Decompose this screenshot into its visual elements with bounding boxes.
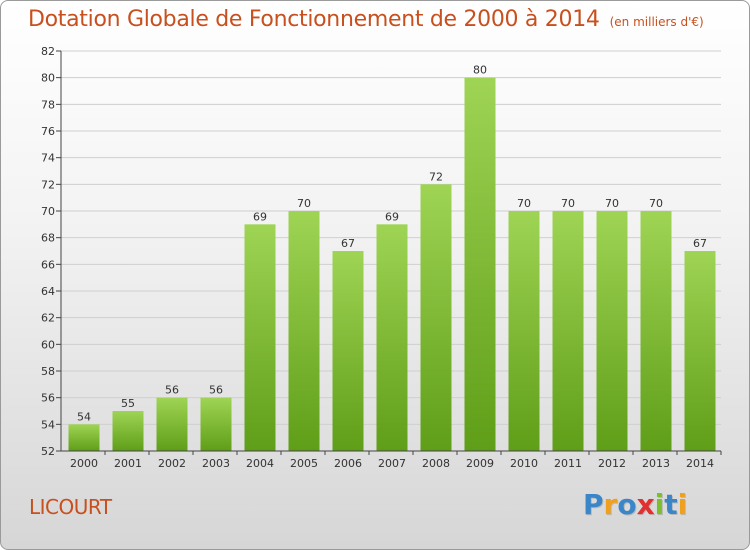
bar-value-label: 80 [473,64,487,77]
bar-value-label: 67 [341,237,355,250]
y-tick-label: 54 [41,418,55,431]
y-tick-label: 72 [41,178,55,191]
y-tick-label: 66 [41,258,55,271]
x-tick-label: 2009 [466,457,494,470]
bar [332,251,364,451]
x-tick-label: 2004 [246,457,274,470]
x-tick-label: 2008 [422,457,450,470]
bar-value-label: 69 [253,210,267,223]
bar [156,397,188,451]
bar-value-label: 72 [429,170,443,183]
bar [68,424,100,451]
bar [200,397,232,451]
bar-value-label: 67 [693,237,707,250]
y-tick-label: 76 [41,125,55,138]
x-tick-label: 2012 [598,457,626,470]
bar-value-label: 54 [77,410,91,423]
y-tick-label: 80 [41,72,55,85]
x-tick-label: 2000 [70,457,98,470]
bars: 54 55 56 56 69 70 67 69 72 80 70 70 70 70 67 [68,64,716,452]
x-tick-label: 2005 [290,457,318,470]
bar-value-label: 55 [121,397,135,410]
bar [376,224,408,451]
chart-subtitle: (en milliers d'€) [609,15,704,29]
bar-value-label: 70 [605,197,619,210]
x-tick-label: 2006 [334,457,362,470]
bar-value-label: 56 [209,384,223,397]
y-tick-label: 62 [41,312,55,325]
bar-value-label: 70 [517,197,531,210]
bar [684,251,716,451]
x-tick-label: 2010 [510,457,538,470]
y-tick-label: 70 [41,205,55,218]
y-tick-label: 58 [41,365,55,378]
bar [596,211,628,451]
bar [288,211,320,451]
bar [244,224,276,451]
logo-letter: o [617,488,637,521]
axes: 52 54 56 58 60 62 64 66 68 70 72 74 76 78 80 82 2000 2001… [41,45,722,470]
bar [508,211,540,451]
y-tick-label: 56 [41,392,55,405]
proxiti-logo: Proxiti [583,488,687,521]
bar [640,211,672,451]
bar-value-label: 70 [649,197,663,210]
x-tick-label: 2013 [642,457,670,470]
x-tick-label: 2002 [158,457,186,470]
chart-title-text: Dotation Globale de Fonctionnement de 20… [28,7,600,32]
logo-letter: P [583,488,604,521]
logo-letter: t [664,488,678,521]
x-tick-label: 2014 [686,457,714,470]
y-tick-label: 78 [41,98,55,111]
y-tick-label: 60 [41,338,55,351]
logo-letter: x [636,488,655,521]
x-tick-label: 2011 [554,457,582,470]
bar [112,411,144,451]
y-tick-label: 82 [41,45,55,58]
bar-value-label: 56 [165,384,179,397]
bar-value-label: 69 [385,210,399,223]
bar-value-label: 70 [561,197,575,210]
y-tick-label: 64 [41,285,55,298]
bar [464,77,496,452]
bar [552,211,584,451]
y-tick-label: 52 [41,445,55,458]
bar-value-label: 70 [297,197,311,210]
x-tick-label: 2003 [202,457,230,470]
x-tick-label: 2007 [378,457,406,470]
commune-name: LICOURT [29,495,112,519]
logo-letter: i [654,488,665,521]
chart-title: Dotation Globale de Fonctionnement de 20… [28,7,704,32]
bar [420,184,452,452]
logo-letter: r [603,488,618,521]
logo-letter: i [677,488,688,521]
y-tick-label: 74 [41,152,55,165]
x-tick-label: 2001 [114,457,142,470]
y-tick-label: 68 [41,232,55,245]
